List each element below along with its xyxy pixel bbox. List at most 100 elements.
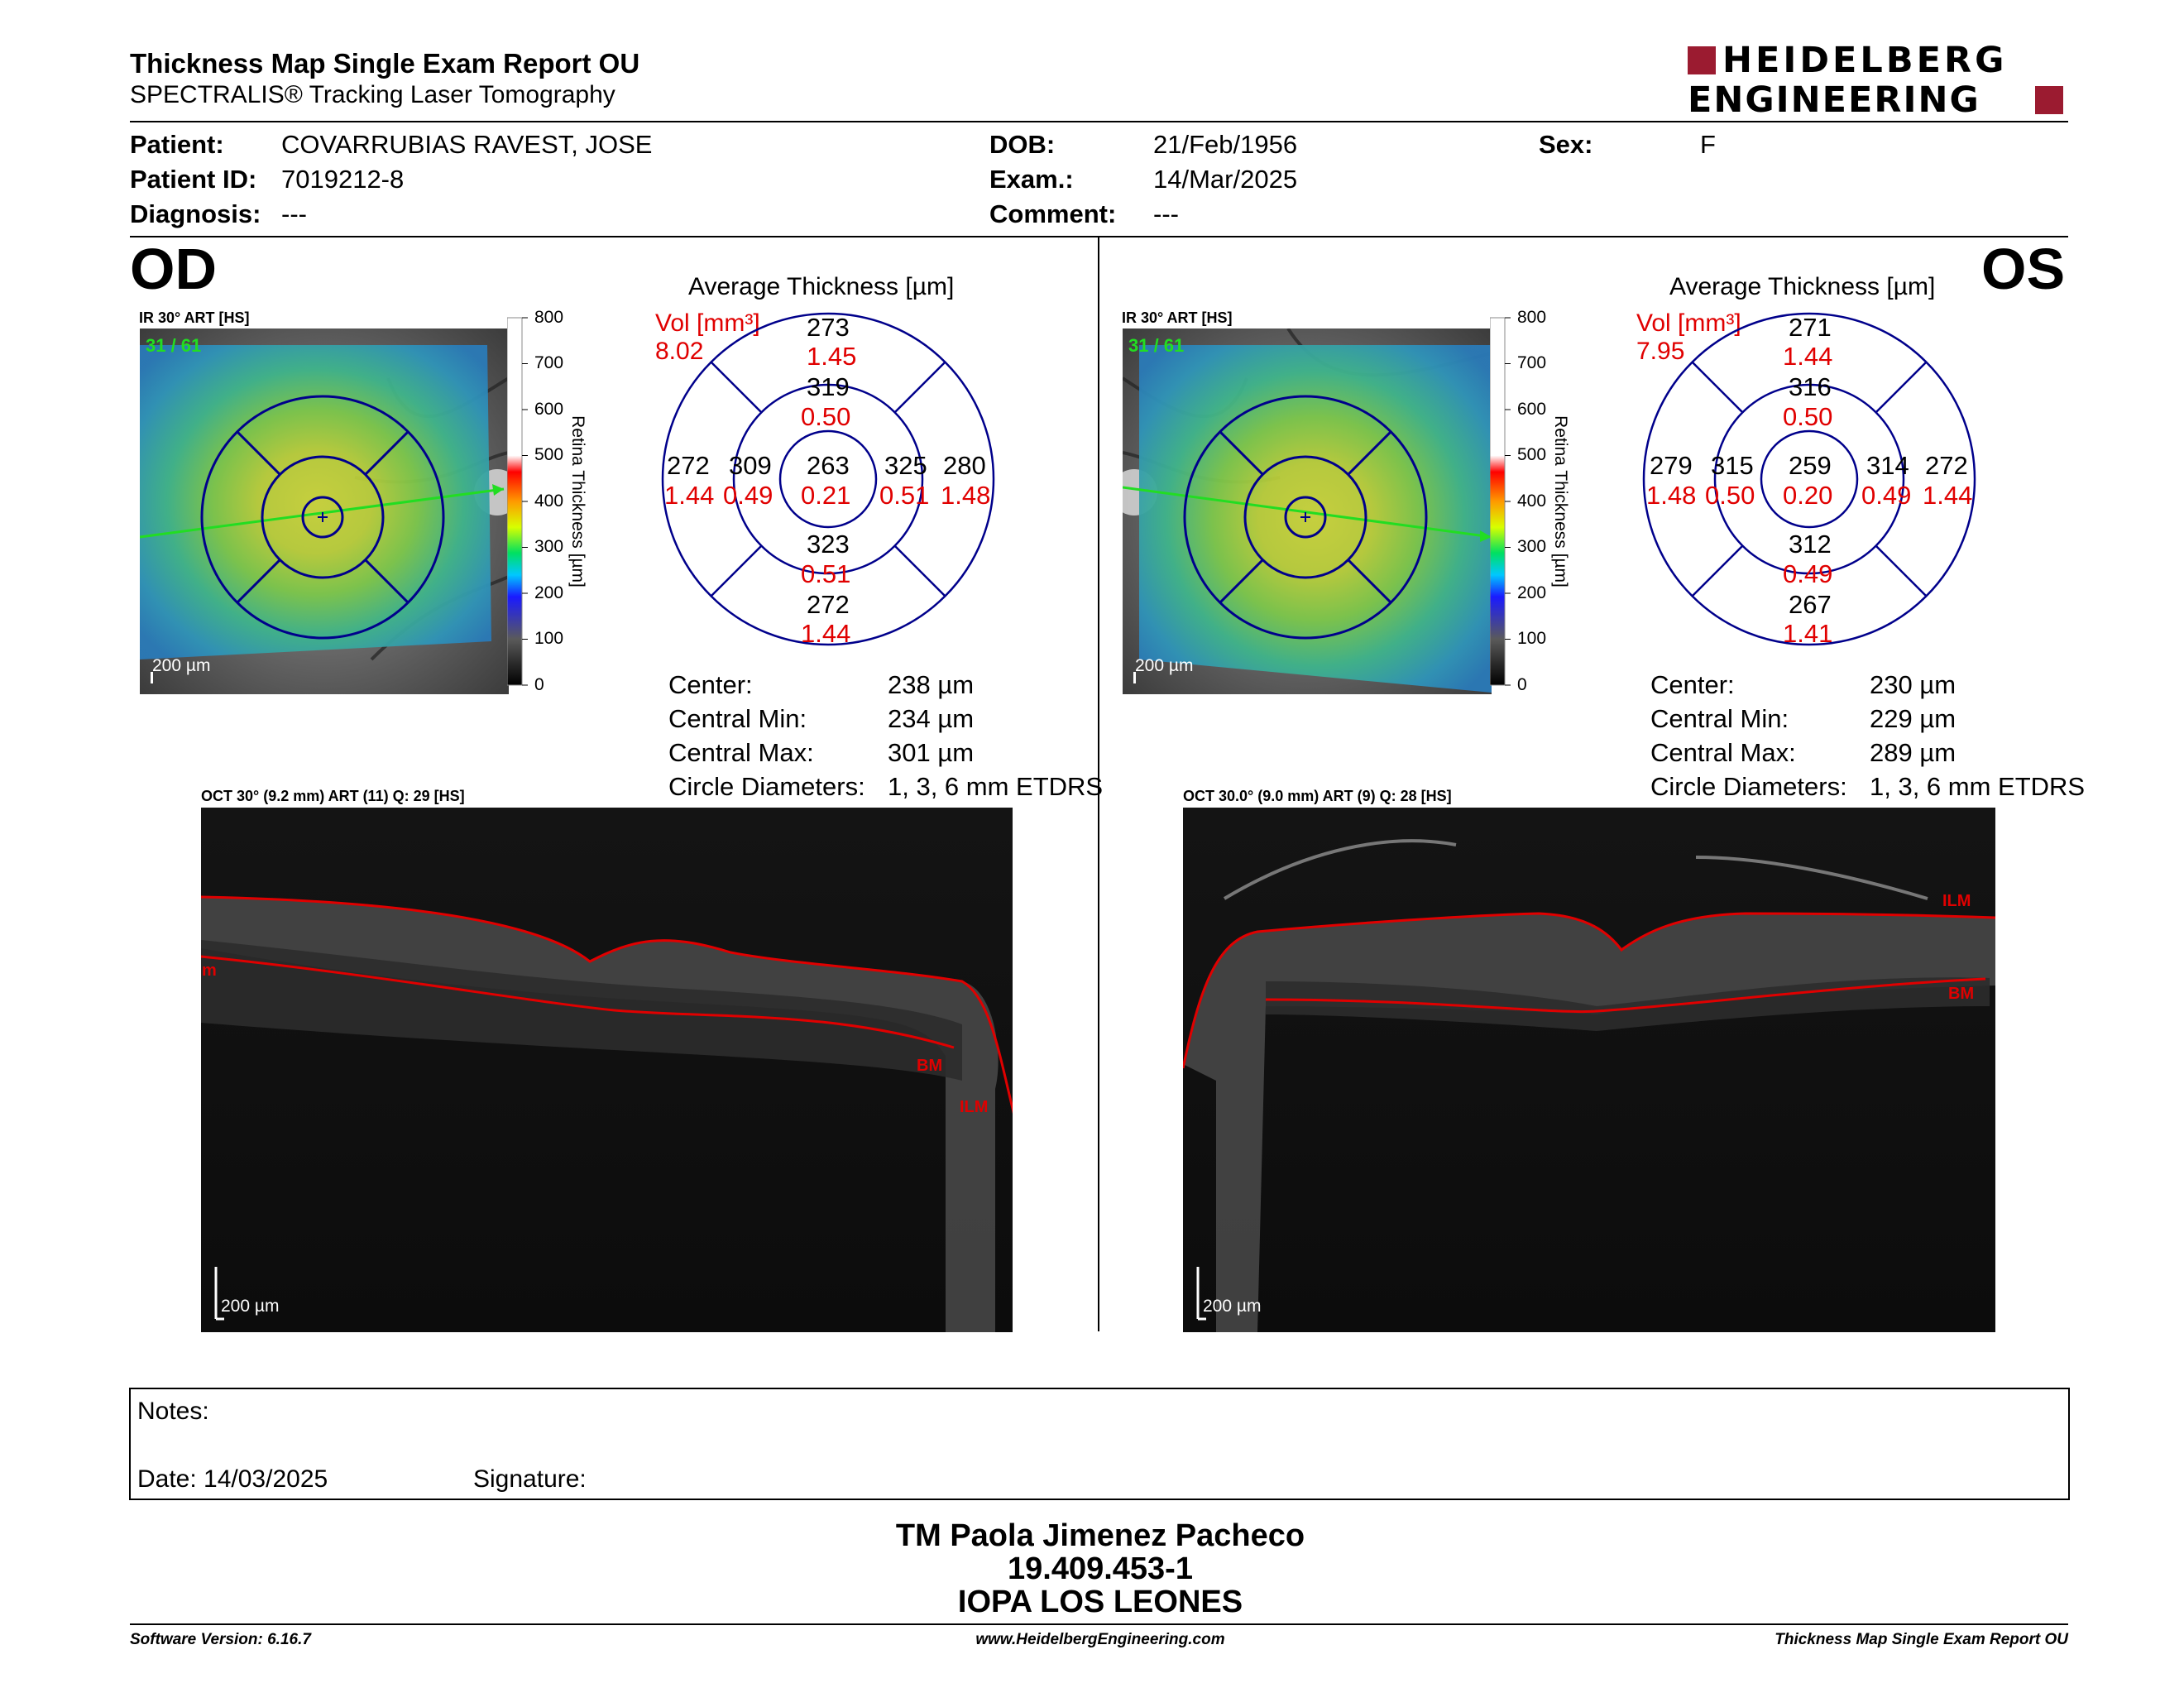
od-center-thickness: 263 bbox=[807, 451, 850, 480]
od-vol-value: 8.02 bbox=[655, 338, 704, 365]
od-oct-image bbox=[201, 808, 1013, 1332]
od-colorbar: 800 700 600 500 400 300 200 100 0 Retina… bbox=[506, 308, 598, 695]
header-divider bbox=[130, 121, 2068, 122]
footer-report-name: Thickness Map Single Exam Report OU bbox=[1774, 1631, 2068, 1648]
os-oct-label: OCT 30.0° (9.0 mm) ART (9) Q: 28 [HS] bbox=[1183, 788, 1452, 804]
od-top-outer-volume: 1.45 bbox=[807, 342, 857, 371]
os-left-inner-volume: 0.50 bbox=[1705, 481, 1755, 510]
patient-id-label: Patient ID: bbox=[130, 165, 257, 194]
od-colorbar-gradient bbox=[506, 317, 528, 686]
os-cbar-tick: 700 bbox=[1517, 353, 1547, 372]
os-stat-label: Central Max: bbox=[1650, 738, 1796, 767]
od-cbar-tick: 300 bbox=[534, 537, 564, 556]
od-bottom-inner-thickness: 323 bbox=[807, 530, 850, 559]
notes-date: Date: 14/03/2025 bbox=[137, 1465, 328, 1493]
od-left-outer-thickness: 272 bbox=[667, 451, 710, 480]
os-colorbar-gradient bbox=[1489, 317, 1511, 686]
os-top-outer-thickness: 271 bbox=[1789, 313, 1832, 342]
exam-value: 14/Mar/2025 bbox=[1153, 165, 1298, 194]
os-stat-label: Center: bbox=[1650, 670, 1735, 699]
os-cbar-tick: 100 bbox=[1517, 629, 1547, 648]
notes-box[interactable]: Notes: Date: 14/03/2025 Signature: bbox=[129, 1388, 2070, 1500]
od-fundus-label: IR 30° ART [HS] bbox=[139, 309, 250, 326]
os-right-inner-volume: 0.49 bbox=[1861, 481, 1912, 510]
os-oct-marker: ILM bbox=[1942, 892, 1971, 910]
od-stat-value: 301 µm bbox=[888, 738, 975, 767]
os-avg-title: Average Thickness [µm] bbox=[1669, 273, 1936, 300]
od-top-inner-thickness: 319 bbox=[807, 372, 850, 401]
logo-text-line2: ENGINEERING bbox=[1688, 79, 1980, 121]
od-cbar-axis-label: Retina Thickness [µm] bbox=[568, 415, 587, 587]
os-stat-label: Central Min: bbox=[1650, 704, 1789, 733]
od-vol-label: Vol [mm³] bbox=[655, 309, 760, 337]
diagnosis-value: --- bbox=[281, 199, 307, 228]
od-oct-marker: BM bbox=[917, 1057, 943, 1075]
od-stat-label: Center: bbox=[668, 670, 753, 699]
technician-rut: 19.409.453-1 bbox=[1008, 1551, 1193, 1586]
os-bottom-inner-thickness: 312 bbox=[1789, 530, 1832, 559]
os-cbar-tick: 0 bbox=[1517, 675, 1527, 694]
od-cbar-tick: 200 bbox=[534, 583, 564, 602]
dob-label: DOB: bbox=[989, 130, 1056, 159]
os-center-volume: 0.20 bbox=[1783, 481, 1833, 510]
software-version: Software Version: 6.16.7 bbox=[130, 1631, 311, 1648]
dob-value: 21/Feb/1956 bbox=[1153, 130, 1298, 159]
od-oct-marker: ILM bbox=[960, 1098, 989, 1116]
logo-square-icon-2 bbox=[2035, 86, 2063, 114]
os-stat-value: 230 µm bbox=[1870, 670, 1956, 699]
od-stat-value: 238 µm bbox=[888, 670, 975, 699]
od-right-outer-thickness: 280 bbox=[943, 451, 986, 480]
os-fundus-scalebar-icon bbox=[1133, 672, 1136, 683]
diagnosis-label: Diagnosis: bbox=[130, 199, 261, 228]
os-cbar-tick: 500 bbox=[1517, 445, 1547, 464]
od-stat-value: 234 µm bbox=[888, 704, 975, 733]
od-stat-label: Central Max: bbox=[668, 738, 814, 767]
os-oct-image bbox=[1183, 808, 1995, 1332]
os-vol-value: 7.95 bbox=[1636, 338, 1685, 365]
os-cbar-tick: 200 bbox=[1517, 583, 1547, 602]
sex-label: Sex: bbox=[1539, 130, 1593, 159]
od-oct-label: OCT 30° (9.2 mm) ART (11) Q: 29 [HS] bbox=[201, 788, 465, 804]
od-oct-marker: m bbox=[202, 961, 217, 980]
od-top-inner-volume: 0.50 bbox=[801, 402, 851, 431]
od-right-outer-volume: 1.48 bbox=[941, 481, 991, 510]
os-bottom-outer-thickness: 267 bbox=[1789, 590, 1832, 619]
os-stat-value: 229 µm bbox=[1870, 704, 1956, 733]
od-cbar-tick: 100 bbox=[534, 629, 564, 648]
os-bottom-outer-volume: 1.41 bbox=[1783, 619, 1833, 648]
os-cbar-axis-label: Retina Thickness [µm] bbox=[1551, 415, 1570, 587]
os-fundus-scale: 200 µm bbox=[1135, 656, 1194, 675]
os-left-outer-thickness: 279 bbox=[1650, 451, 1693, 480]
eye-divider bbox=[1098, 237, 1099, 1331]
os-cbar-tick: 300 bbox=[1517, 537, 1547, 556]
comment-label: Comment: bbox=[989, 199, 1117, 228]
os-right-outer-volume: 1.44 bbox=[1923, 481, 1973, 510]
os-cbar-tick: 600 bbox=[1517, 400, 1547, 419]
os-art-count: 31 / 61 bbox=[1128, 335, 1185, 356]
od-eye-label: OD bbox=[130, 237, 217, 301]
exam-label: Exam.: bbox=[989, 165, 1074, 194]
os-oct-scale: 200 µm bbox=[1203, 1297, 1262, 1316]
od-art-count: 31 / 61 bbox=[146, 335, 202, 356]
logo-text-line1: HEIDELBERG bbox=[1722, 40, 2008, 81]
website-link[interactable]: www.HeidelbergEngineering.com bbox=[975, 1631, 1225, 1648]
od-stat-label: Circle Diameters: bbox=[668, 772, 865, 801]
od-stat-label: Central Min: bbox=[668, 704, 807, 733]
od-cbar-tick: 700 bbox=[534, 353, 564, 372]
os-etdrs-overlay bbox=[1183, 395, 1428, 640]
logo-square-icon bbox=[1688, 46, 1716, 74]
os-cbar-tick: 800 bbox=[1517, 308, 1547, 327]
institution-name: IOPA LOS LEONES bbox=[957, 1585, 1243, 1619]
os-cbar-tick: 400 bbox=[1517, 492, 1547, 511]
os-stat-label: Circle Diameters: bbox=[1650, 772, 1847, 801]
report-subtitle: SPECTRALIS® Tracking Laser Tomography bbox=[130, 81, 615, 108]
comment-value: --- bbox=[1153, 199, 1179, 228]
patient-label: Patient: bbox=[130, 130, 224, 159]
os-eye-label: OS bbox=[1981, 237, 2066, 301]
os-top-inner-volume: 0.50 bbox=[1783, 402, 1833, 431]
patient-divider bbox=[130, 236, 2068, 237]
od-fundus-scale: 200 µm bbox=[152, 656, 211, 675]
os-top-inner-thickness: 316 bbox=[1789, 372, 1832, 401]
od-left-outer-volume: 1.44 bbox=[664, 481, 715, 510]
od-thickness-chart bbox=[661, 312, 995, 646]
